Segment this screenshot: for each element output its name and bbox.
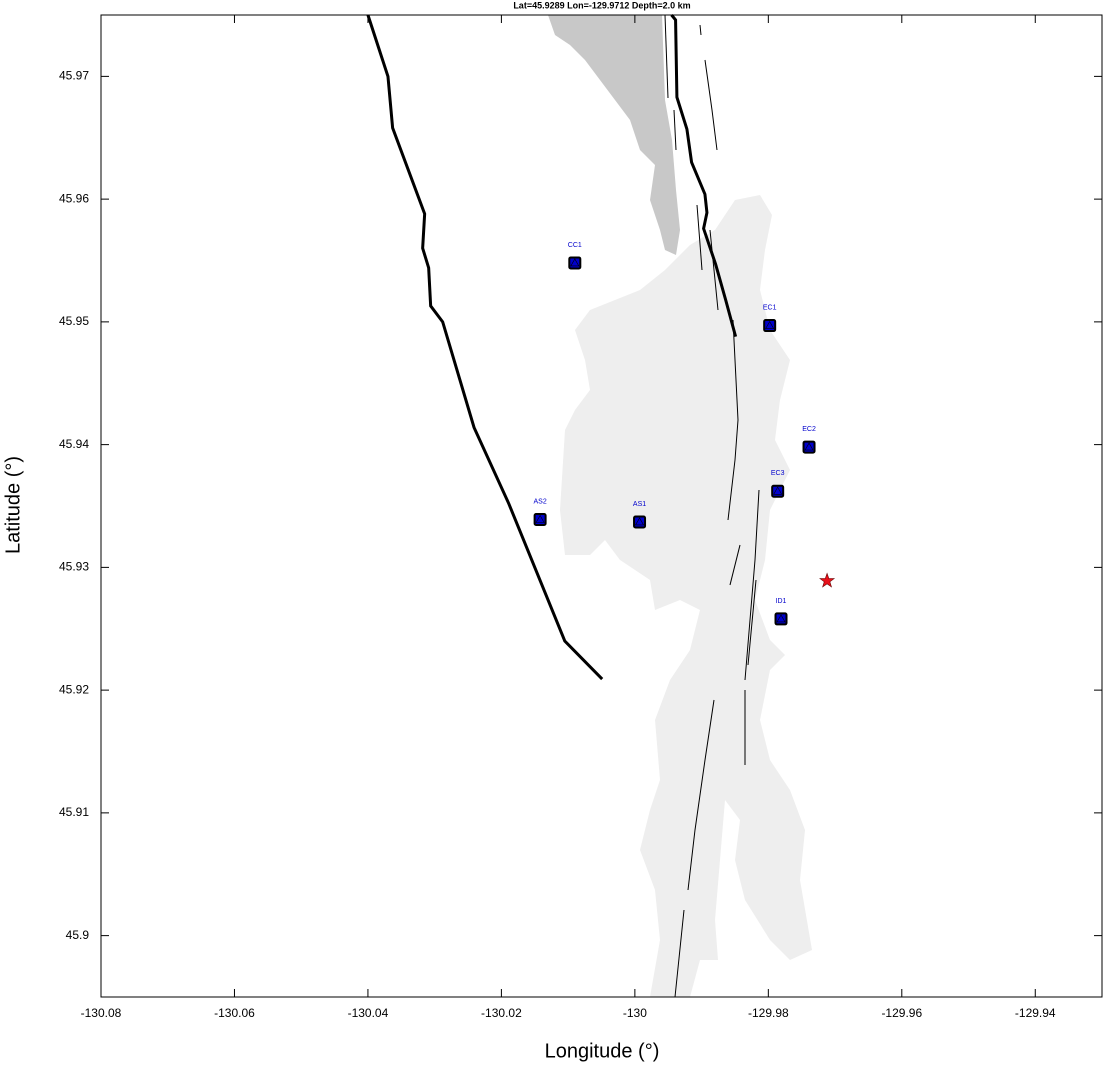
y-tick-label: 45.94: [59, 437, 89, 451]
station-label: AS2: [533, 498, 546, 505]
fissures: [664, 14, 760, 998]
station-marker: [804, 442, 814, 451]
station: [763, 319, 777, 333]
station-marker: [765, 320, 775, 329]
x-tick-label: -129.94: [1015, 1006, 1056, 1020]
station-label: CC1: [568, 242, 582, 249]
event-star: [819, 572, 836, 588]
x-tick-label: -129.98: [748, 1006, 789, 1020]
x-tick-label: -130: [623, 1006, 647, 1020]
station: [633, 515, 647, 529]
station: [533, 513, 547, 527]
x-tick-label: -130.04: [348, 1006, 389, 1020]
station-marker: [776, 614, 786, 623]
x-tick-label: -130.08: [81, 1006, 122, 1020]
y-tick-label: 45.93: [59, 560, 89, 574]
station-marker: [773, 486, 783, 495]
plot-frame: [100, 14, 1103, 998]
y-axis-label: Latitude (°): [2, 456, 24, 554]
fault-line: [366, 14, 604, 681]
station-marker: [570, 258, 580, 267]
station: [568, 256, 582, 270]
dark-terrain: [548, 15, 680, 255]
y-tick-label: 45.96: [59, 191, 89, 205]
y-tick-label: 45.92: [59, 682, 89, 696]
fault-line: [670, 14, 738, 337]
x-tick-label: -129.96: [881, 1006, 922, 1020]
station-label: EC2: [802, 426, 816, 433]
station: [774, 612, 788, 626]
station: [802, 440, 816, 454]
station-label: EC3: [771, 470, 785, 477]
x-axis-label: Longitude (°): [545, 1040, 660, 1062]
y-tick-label: 45.91: [59, 805, 89, 819]
station-label: ID1: [776, 598, 787, 605]
station-marker: [535, 514, 545, 523]
y-tick-label: 45.97: [59, 69, 89, 83]
station-label: AS1: [633, 501, 646, 508]
station-label: EC1: [763, 304, 777, 311]
x-tick-label: -130.06: [214, 1006, 255, 1020]
x-tick-label: -130.02: [481, 1006, 522, 1020]
light-terrain: [560, 195, 812, 997]
station: [771, 484, 785, 498]
station-marker: [635, 517, 645, 526]
y-tick-label: 45.95: [59, 314, 89, 328]
y-tick-label: 45.9: [66, 928, 90, 942]
chart-title: Lat=45.9289 Lon=-129.9712 Depth=2.0 km: [513, 0, 690, 10]
